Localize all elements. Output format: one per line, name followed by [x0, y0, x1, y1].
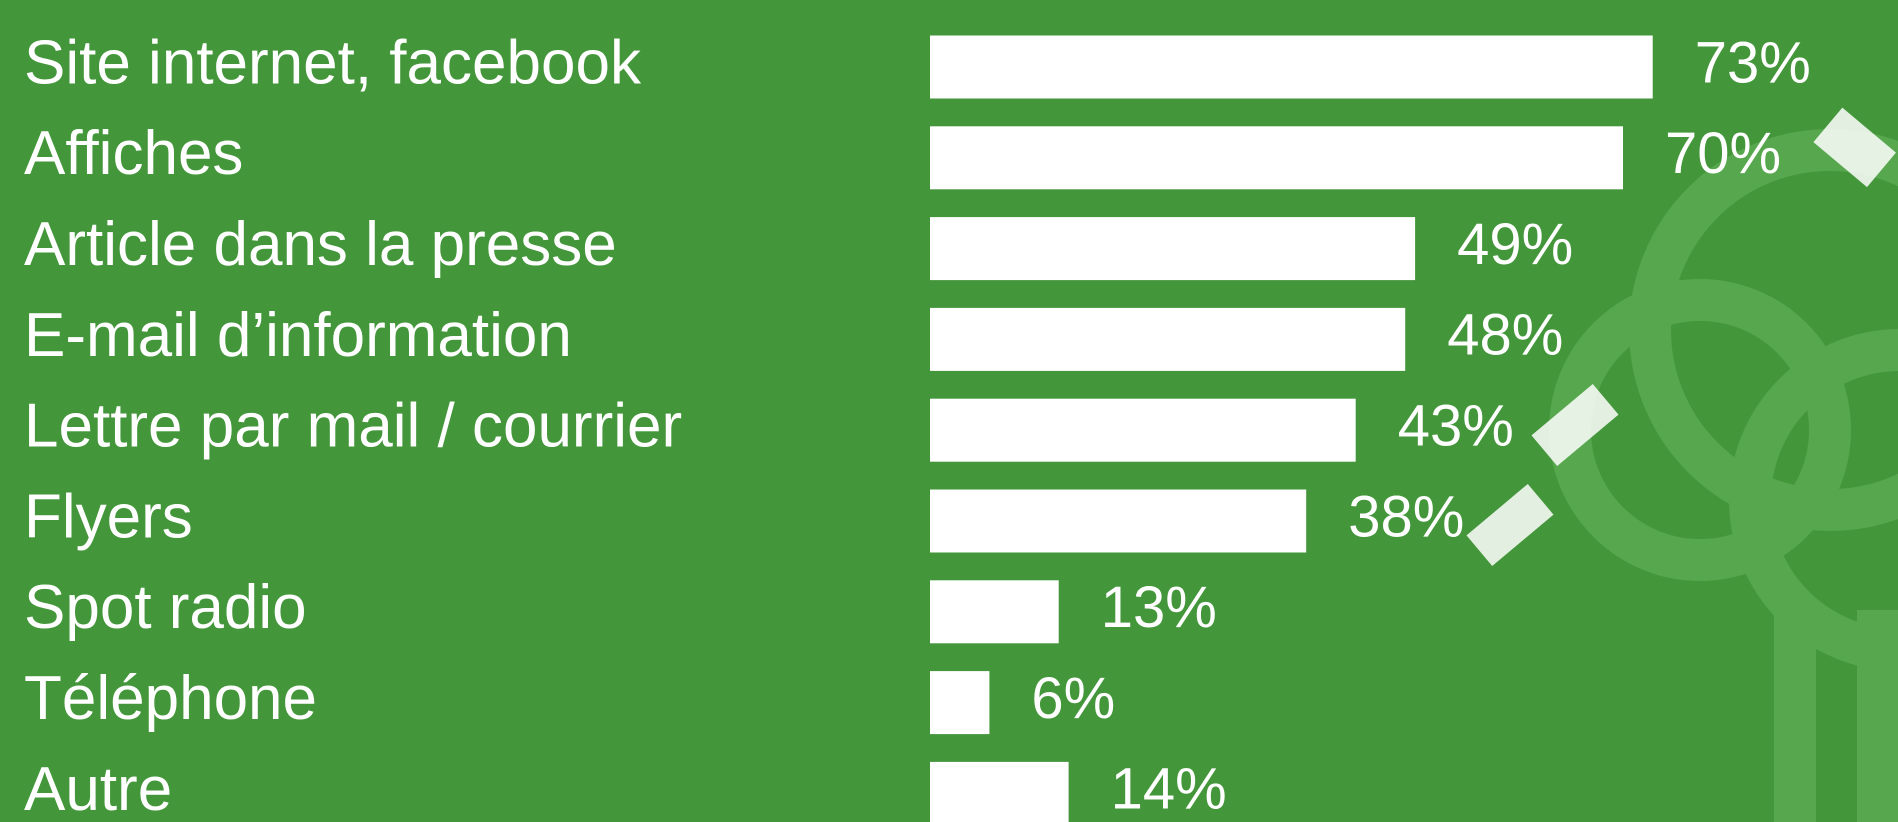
- value-label: 6%: [1031, 666, 1115, 731]
- bar: [930, 762, 1069, 822]
- bar: [930, 490, 1306, 553]
- category-label: Autre: [24, 755, 172, 822]
- value-label: 48%: [1447, 303, 1563, 368]
- category-label: Article dans la presse: [24, 210, 617, 279]
- bar: [930, 580, 1059, 643]
- category-label: E-mail d’information: [24, 301, 572, 370]
- value-label: 38%: [1348, 484, 1464, 549]
- category-label: Site internet, facebook: [24, 28, 642, 97]
- bar: [930, 36, 1653, 99]
- category-label: Téléphone: [24, 664, 317, 733]
- value-label: 49%: [1457, 212, 1573, 277]
- bar: [930, 671, 989, 734]
- category-label: Spot radio: [24, 573, 307, 642]
- category-label: Lettre par mail / courrier: [24, 392, 682, 461]
- value-label: 14%: [1111, 757, 1227, 822]
- value-label: 73%: [1695, 30, 1811, 95]
- bar: [930, 399, 1356, 462]
- category-label: Affiches: [24, 119, 243, 188]
- value-label: 13%: [1101, 575, 1217, 640]
- value-label: 43%: [1398, 394, 1514, 459]
- bar: [930, 308, 1405, 371]
- value-label: 70%: [1665, 121, 1781, 186]
- chart: Site internet, facebook 73% Affiches 70% Art…: [0, 0, 1898, 822]
- category-label: Flyers: [24, 482, 193, 551]
- bar: [930, 126, 1623, 189]
- bar: [930, 217, 1415, 280]
